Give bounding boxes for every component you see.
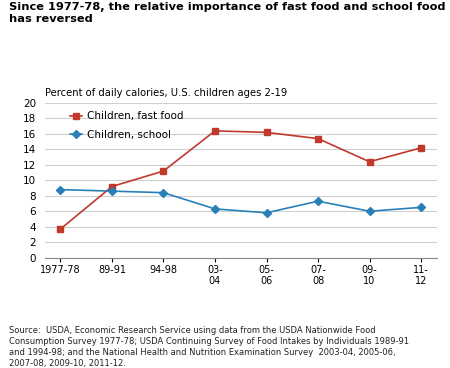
Children, fast food [367, 160, 372, 164]
Children, school [161, 191, 166, 195]
Text: Percent of daily calories, U.S. children ages 2-19: Percent of daily calories, U.S. children… [45, 88, 287, 98]
Children, fast food [109, 184, 115, 189]
Children, fast food [264, 130, 269, 135]
Line: Children, fast food: Children, fast food [58, 128, 424, 232]
Legend: Children, fast food, Children, school: Children, fast food, Children, school [70, 112, 184, 140]
Children, school [367, 209, 372, 213]
Children, school [315, 199, 321, 204]
Children, school [264, 210, 269, 215]
Children, fast food [212, 129, 218, 133]
Children, school [58, 187, 63, 192]
Children, fast food [315, 137, 321, 141]
Children, school [212, 207, 218, 211]
Children, fast food [58, 227, 63, 231]
Children, fast food [161, 169, 166, 173]
Children, school [418, 205, 424, 210]
Text: Source:  USDA, Economic Research Service using data from the USDA Nationwide Foo: Source: USDA, Economic Research Service … [9, 326, 409, 368]
Line: Children, school: Children, school [58, 187, 424, 216]
Text: Since 1977-78, the relative importance of fast food and school food in children’: Since 1977-78, the relative importance o… [9, 2, 450, 24]
Children, school [109, 189, 115, 193]
Children, fast food [418, 146, 424, 150]
